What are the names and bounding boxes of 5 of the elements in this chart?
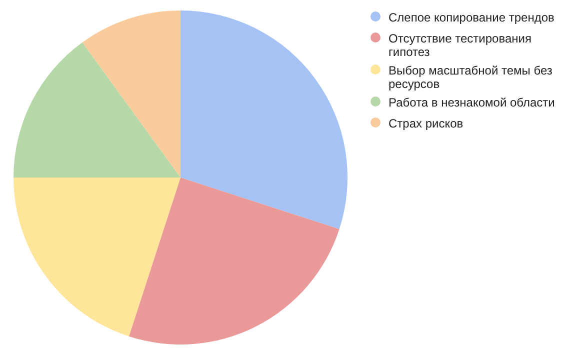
- legend-label: Страх рисков: [388, 116, 464, 130]
- legend-label: Отсутствие тестирования гипотез: [388, 32, 532, 59]
- legend-label: Работа в незнакомой области: [388, 96, 555, 110]
- legend-label: Слепое копирование трендов: [388, 10, 554, 24]
- legend-label: Выбор масштабной темы без ресурсов: [388, 64, 553, 91]
